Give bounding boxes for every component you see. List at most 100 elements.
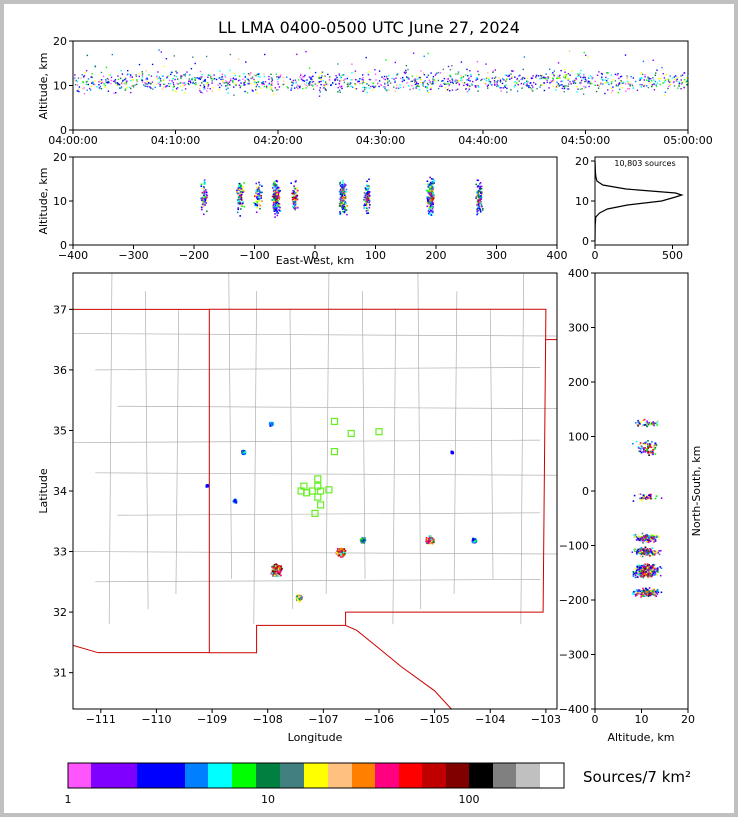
source-point: [620, 75, 623, 77]
colorbar-label: Sources/7 km²: [583, 768, 692, 786]
source-point: [320, 78, 322, 81]
source-point: [201, 82, 203, 84]
source-point: [582, 93, 585, 95]
source-point: [583, 51, 585, 54]
source-point: [229, 53, 232, 56]
source-point: [372, 82, 375, 84]
source-point: [192, 82, 194, 84]
source-point: [651, 536, 653, 539]
source-point: [349, 82, 352, 84]
source-point: [643, 418, 646, 421]
source-point: [612, 79, 614, 81]
source-point: [87, 78, 90, 80]
source-point: [649, 444, 651, 446]
source-point: [418, 85, 420, 88]
source-point: [341, 183, 343, 186]
source-point: [652, 449, 654, 451]
source-point: [486, 85, 489, 87]
county-line: [361, 291, 366, 579]
source-point: [155, 83, 157, 85]
source-point: [601, 76, 603, 78]
source-point: [209, 88, 211, 90]
source-point: [355, 88, 358, 90]
source-point: [196, 77, 198, 79]
source-point: [478, 204, 480, 207]
source-point: [649, 568, 652, 571]
source-point: [116, 82, 119, 84]
source-point: [277, 204, 279, 206]
source-point: [294, 180, 297, 183]
y-tick-label: 37: [53, 303, 67, 316]
source-point: [552, 80, 554, 82]
source-point: [340, 554, 343, 557]
source-point: [347, 82, 349, 84]
source-point: [255, 82, 258, 84]
source-point: [466, 83, 469, 85]
source-point: [90, 76, 92, 78]
source-point: [654, 80, 657, 83]
source-point: [428, 187, 431, 189]
source-point: [293, 187, 296, 189]
source-point: [385, 89, 387, 91]
source-point: [568, 78, 570, 80]
source-point: [417, 78, 419, 80]
source-point: [636, 569, 639, 571]
source-point: [120, 70, 122, 72]
source-point: [245, 61, 247, 63]
source-point: [202, 200, 205, 203]
source-point: [651, 549, 654, 552]
source-point: [337, 63, 339, 65]
source-point: [390, 82, 392, 84]
source-point: [363, 86, 366, 89]
source-point: [431, 83, 433, 85]
source-point: [365, 203, 368, 205]
source-point: [138, 63, 141, 66]
source-point: [651, 450, 654, 453]
source-point: [569, 81, 571, 83]
x-tick-label: 0: [312, 249, 319, 262]
source-point: [107, 78, 110, 81]
source-point: [618, 83, 620, 85]
source-point: [589, 75, 592, 77]
source-point: [651, 566, 654, 569]
source-point: [431, 202, 433, 204]
source-point: [540, 84, 542, 86]
source-point: [552, 73, 555, 76]
source-point: [431, 197, 434, 199]
source-point: [146, 80, 149, 83]
source-point: [205, 202, 207, 204]
source-point: [597, 87, 600, 89]
source-point: [430, 178, 433, 180]
source-point: [271, 423, 274, 426]
source-point: [685, 81, 687, 83]
source-point: [234, 78, 236, 81]
source-point: [683, 81, 685, 83]
source-point: [94, 80, 96, 82]
source-point: [277, 78, 279, 80]
source-point: [203, 195, 206, 198]
source-point: [668, 85, 670, 88]
source-point: [246, 92, 249, 94]
source-point: [659, 77, 662, 80]
source-point: [148, 74, 150, 76]
source-point: [156, 76, 158, 78]
source-point: [203, 86, 205, 89]
source-point: [655, 84, 657, 86]
source-point: [470, 75, 472, 78]
source-point: [640, 572, 642, 575]
source-point: [429, 188, 431, 191]
source-point: [497, 84, 499, 87]
source-point: [276, 214, 279, 217]
source-point: [241, 190, 243, 193]
source-point: [240, 195, 242, 197]
source-point: [415, 78, 417, 80]
source-point: [423, 81, 425, 83]
source-point: [410, 80, 412, 83]
source-point: [182, 82, 184, 84]
source-point: [292, 201, 295, 203]
county-line: [117, 405, 557, 409]
source-point: [343, 203, 345, 205]
source-point: [165, 85, 167, 87]
source-point: [308, 67, 311, 69]
source-point: [114, 79, 117, 81]
